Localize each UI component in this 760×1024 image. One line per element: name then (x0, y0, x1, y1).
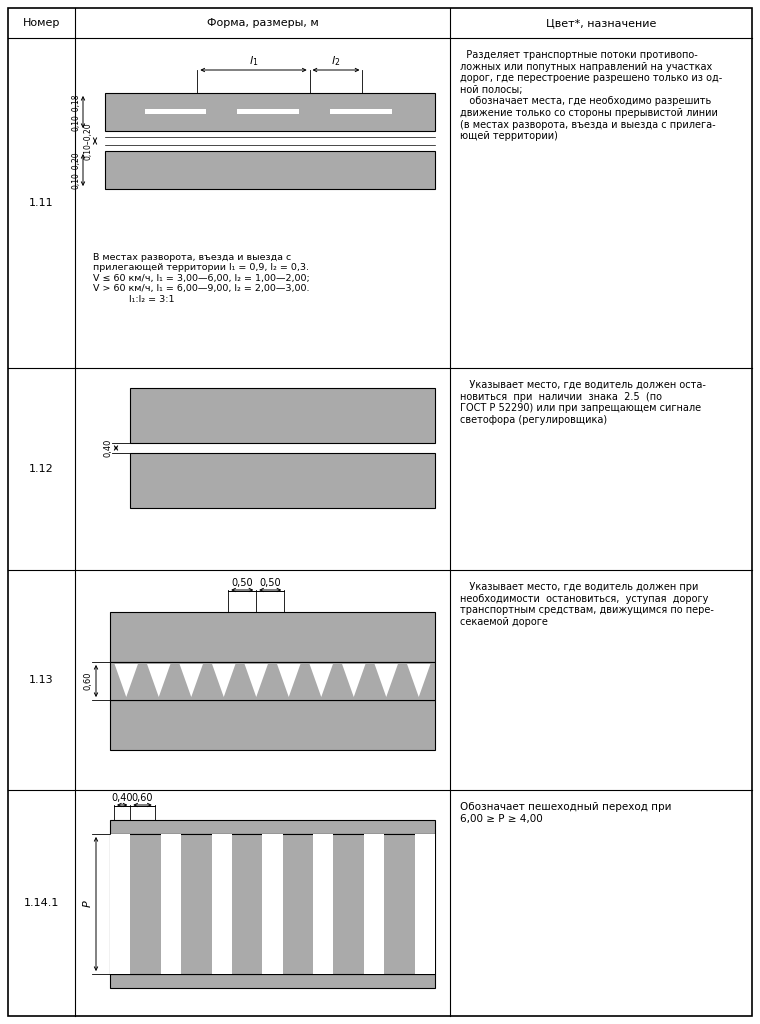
Bar (364, 834, 385, 974)
Text: Указывает место, где водитель должен оста-
новиться  при  наличии  знака  2.5  (: Указывает место, где водитель должен ост… (460, 380, 706, 425)
Bar (130, 388, 435, 443)
Bar (110, 834, 435, 974)
Bar (161, 834, 181, 974)
Polygon shape (277, 664, 300, 697)
Bar (105, 93, 435, 131)
Text: 0,10–0,18: 0,10–0,18 (72, 93, 81, 131)
Text: 1.12: 1.12 (29, 464, 54, 474)
Bar (130, 453, 435, 508)
Text: P: P (83, 901, 93, 907)
Text: $l_1$: $l_1$ (249, 54, 258, 68)
Text: Номер: Номер (23, 18, 60, 28)
Text: Форма, размеры, м: Форма, размеры, м (207, 18, 318, 28)
Bar (105, 137, 435, 145)
Text: 0,40: 0,40 (112, 793, 133, 803)
Text: 0,50: 0,50 (232, 578, 253, 588)
Polygon shape (309, 664, 333, 697)
Polygon shape (179, 664, 203, 697)
Bar (144, 109, 207, 114)
Bar (331, 109, 392, 114)
Text: 0,10–0,20: 0,10–0,20 (72, 152, 81, 188)
Text: 0,60: 0,60 (131, 793, 154, 803)
Polygon shape (115, 664, 138, 697)
Polygon shape (147, 664, 170, 697)
Text: $l_2$: $l_2$ (331, 54, 340, 68)
Bar (110, 612, 435, 662)
Bar (110, 834, 130, 974)
Text: 0,60: 0,60 (84, 672, 93, 690)
Bar (237, 109, 299, 114)
Bar (110, 974, 435, 988)
Text: 1.13: 1.13 (29, 675, 54, 685)
Polygon shape (342, 664, 366, 697)
Bar (211, 834, 232, 974)
Bar (110, 700, 435, 750)
Text: 1.11: 1.11 (29, 198, 54, 208)
Text: 1.14.1: 1.14.1 (24, 898, 59, 908)
Bar (110, 662, 435, 700)
Text: Обозначает пешеходный переход при
6,00 ≥ P ≥ 4,00: Обозначает пешеходный переход при 6,00 ≥… (460, 802, 672, 823)
Text: В местах разворота, въезда и выезда с
прилегающей территории l₁ = 0,9, l₂ = 0,3.: В местах разворота, въезда и выезда с пр… (93, 253, 310, 303)
Bar (415, 834, 435, 974)
Polygon shape (407, 664, 430, 697)
Bar (110, 820, 435, 834)
Bar (262, 834, 283, 974)
Polygon shape (212, 664, 236, 697)
Polygon shape (245, 664, 268, 697)
Text: Цвет*, назначение: Цвет*, назначение (546, 18, 656, 28)
Text: Разделяет транспортные потоки противопо-
ложных или попутных направлений на учас: Разделяет транспортные потоки противопо-… (460, 50, 722, 141)
Text: 0,40: 0,40 (104, 439, 113, 457)
Polygon shape (375, 664, 398, 697)
Bar (313, 834, 334, 974)
Text: 0,50: 0,50 (259, 578, 281, 588)
Text: 0,10–0,20: 0,10–0,20 (84, 122, 93, 160)
Text: Указывает место, где водитель должен при
необходимости  остановиться,  уступая  : Указывает место, где водитель должен при… (460, 582, 714, 627)
Bar (105, 151, 435, 189)
